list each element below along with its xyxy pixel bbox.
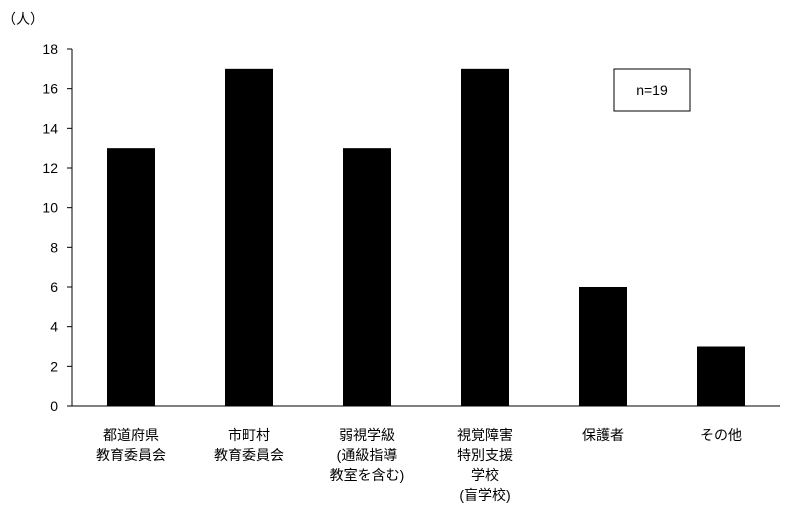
bar [461,68,509,406]
y-tick-label: 6 [50,279,58,295]
y-tick-label: 2 [50,358,58,374]
bar [107,148,155,406]
y-tick-label: 12 [42,160,58,176]
x-tick-label: 視覚障害特別支援学校(盲学校) [457,427,513,503]
y-tick-label: 18 [42,41,58,57]
y-tick-label: 10 [42,200,58,216]
sample-size-box: n=19 [613,68,691,112]
bar [343,148,391,406]
bar [225,68,273,406]
y-tick-label: 0 [50,398,58,414]
x-tick-label: 都道府県教育委員会 [96,427,166,463]
y-tick-label: 4 [50,319,58,335]
sample-size-label: n=19 [636,82,668,98]
x-tick-label: 市町村教育委員会 [214,427,284,463]
bar [579,287,627,406]
y-tick-label: 16 [42,81,58,97]
x-tick-label: 保護者 [582,427,624,443]
y-axis-label: （人） [2,11,44,27]
y-tick-label: 8 [50,239,58,255]
x-tick-label: その他 [700,427,742,443]
y-tick-label: 14 [42,120,58,136]
bar [697,346,745,406]
x-tick-label: 弱視学級(通級指導教室を含む) [330,427,405,483]
